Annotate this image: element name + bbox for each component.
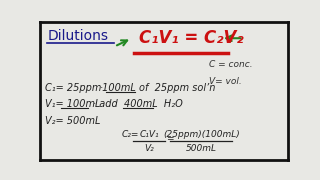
Text: Dilutions: Dilutions: [47, 28, 108, 42]
Text: V₁= 100mL: V₁= 100mL: [45, 99, 100, 109]
Text: =: =: [166, 134, 174, 143]
Text: ·100mL: ·100mL: [100, 83, 136, 93]
Text: of  25ppm sol’n: of 25ppm sol’n: [139, 83, 216, 93]
Text: (25ppm)(100mL): (25ppm)(100mL): [163, 130, 240, 139]
Text: C₂=: C₂=: [122, 130, 139, 139]
Text: C₁V₁: C₁V₁: [139, 130, 159, 139]
Text: C₁= 25ppm: C₁= 25ppm: [45, 83, 101, 93]
Text: · add  400mL  H₂O: · add 400mL H₂O: [93, 99, 183, 109]
Text: 500mL: 500mL: [186, 144, 217, 153]
Text: C₁V₁ = C₂V₂: C₁V₁ = C₂V₂: [139, 28, 244, 46]
Text: V₂= 500mL: V₂= 500mL: [45, 116, 100, 126]
Text: V₂: V₂: [144, 144, 154, 153]
Text: C = conc.: C = conc.: [209, 60, 252, 69]
Text: V= vol.: V= vol.: [209, 77, 241, 86]
